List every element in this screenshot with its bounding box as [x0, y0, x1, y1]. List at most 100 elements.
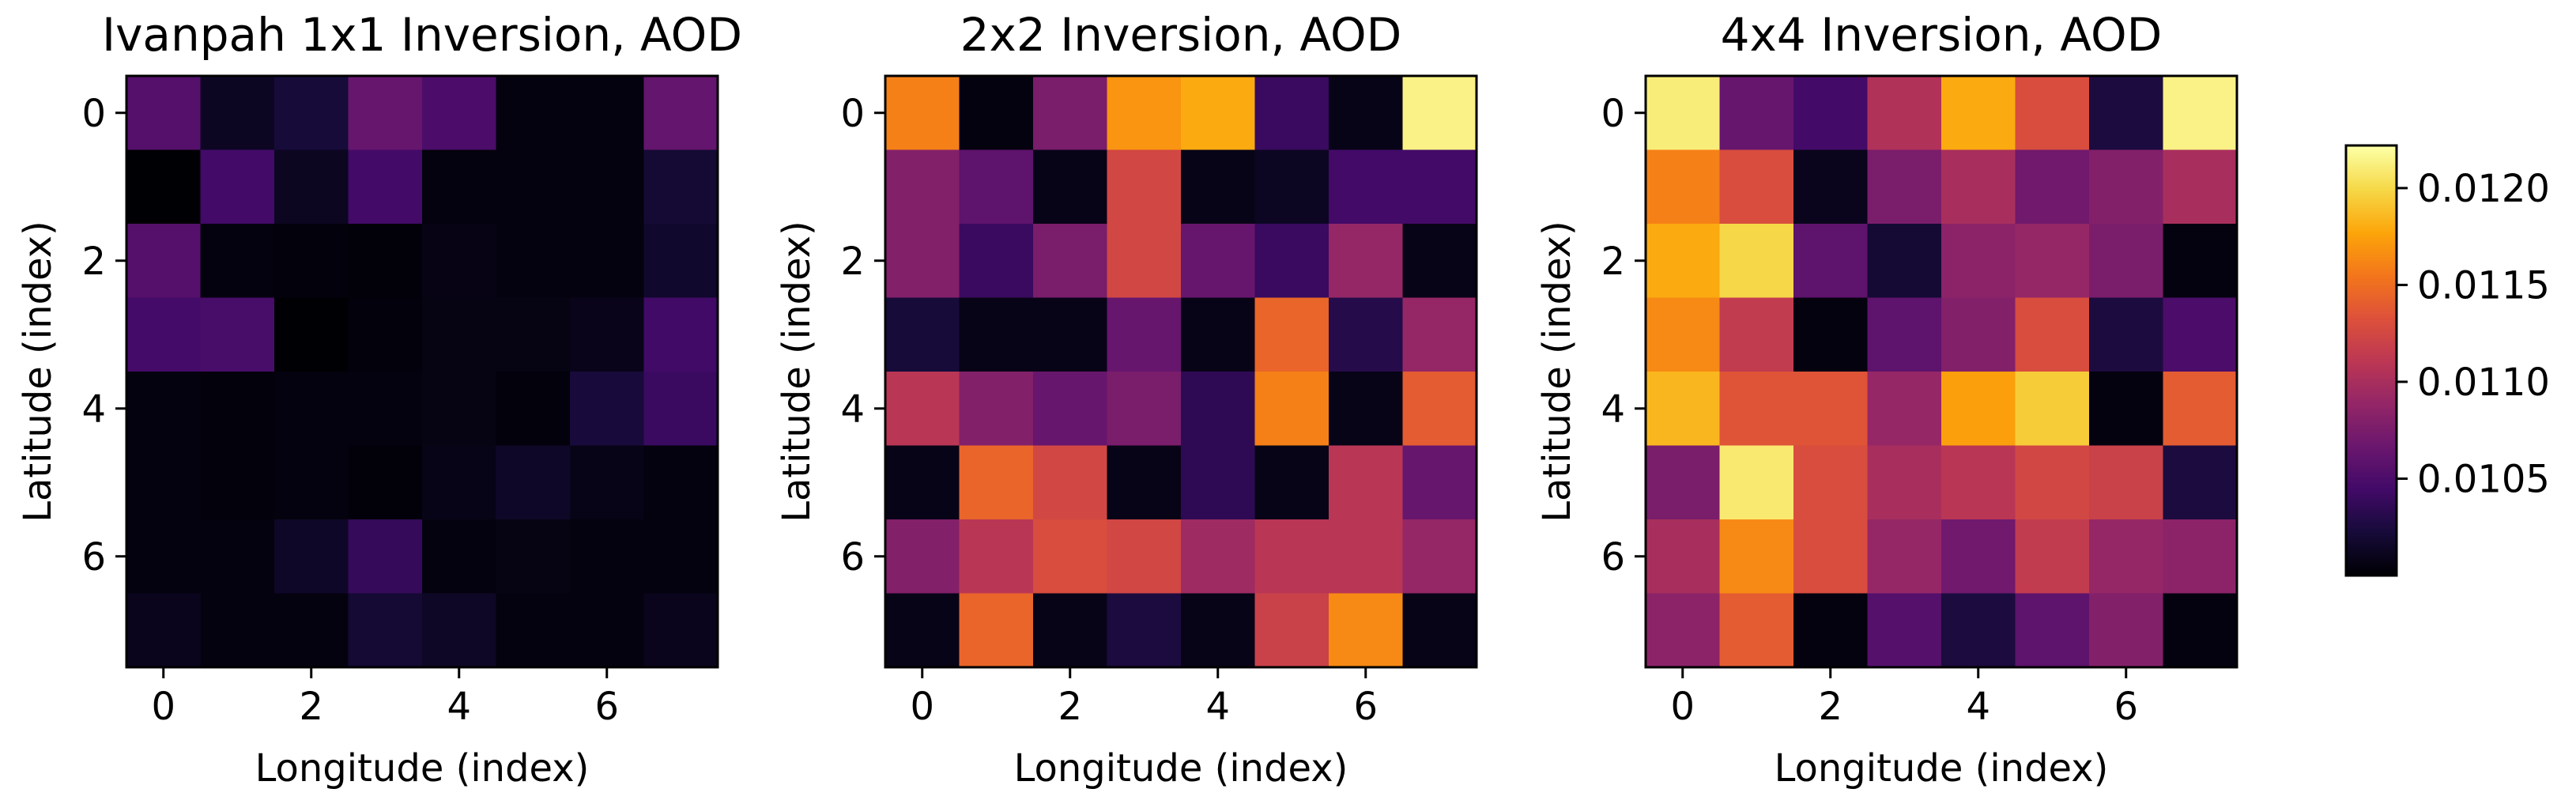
colorbar-segment	[2346, 341, 2397, 345]
colorbar-segment	[2346, 261, 2397, 265]
colorbar-segment	[2346, 500, 2397, 504]
colorbar-segment	[2346, 388, 2397, 391]
heatmap-cell	[200, 445, 275, 520]
heatmap-cell	[2015, 76, 2090, 151]
x-tick-label: 4	[447, 685, 471, 729]
heatmap-cell	[2089, 593, 2164, 668]
heatmap-cell	[2089, 372, 2164, 447]
heatmap-cell	[2163, 297, 2238, 372]
heatmap-cell	[1107, 149, 1182, 225]
colorbar-segment	[2346, 478, 2397, 482]
colorbar-segment	[2346, 167, 2397, 170]
heatmap-cell	[2089, 76, 2164, 151]
heatmap-cell	[643, 76, 718, 151]
heatmap-cell	[1402, 297, 1477, 372]
heatmap-cell	[643, 297, 718, 372]
colorbar-segment	[2346, 221, 2397, 224]
colorbar-segment	[2346, 433, 2397, 436]
colorbar-segment	[2346, 222, 2397, 226]
y-tick-label: 6	[1601, 535, 1625, 579]
x-tick-label: 6	[594, 685, 619, 729]
colorbar-segment	[2346, 442, 2397, 445]
colorbar-segment	[2346, 156, 2397, 160]
colorbar-segment	[2346, 338, 2397, 342]
colorbar-segment	[2346, 343, 2397, 346]
colorbar-segment	[2346, 289, 2397, 293]
colorbar-segment	[2346, 502, 2397, 506]
heatmap-cell	[1254, 149, 1329, 225]
colorbar-segment	[2346, 328, 2397, 331]
colorbar-segment	[2346, 545, 2397, 549]
colorbar-segment	[2346, 182, 2397, 185]
colorbar-segment	[2346, 278, 2397, 282]
y-tick-label: 0	[81, 92, 106, 136]
colorbar-segment	[2346, 549, 2397, 553]
heatmap-cell	[348, 224, 423, 299]
colorbar-segment	[2346, 168, 2397, 172]
heatmap-cell	[274, 372, 349, 447]
heatmap-cell	[1867, 445, 1942, 520]
heatmap-cell	[1719, 76, 1794, 151]
colorbar-segment	[2346, 436, 2397, 439]
heatmap-cell	[274, 519, 349, 595]
colorbar-segment	[2346, 274, 2397, 277]
colorbar-segment	[2346, 353, 2397, 357]
colorbar-segment	[2346, 364, 2397, 368]
colorbar-segment	[2346, 253, 2397, 256]
heatmap-cell	[1033, 149, 1108, 225]
colorbar-segment	[2346, 337, 2397, 340]
colorbar-segment	[2346, 236, 2397, 239]
heatmap-cell	[885, 445, 960, 520]
colorbar-segment	[2346, 571, 2397, 575]
colorbar-segment	[2346, 266, 2397, 269]
colorbar-segment	[2346, 448, 2397, 452]
colorbar-segment	[2346, 468, 2397, 471]
colorbar-segment	[2346, 255, 2397, 259]
colorbar-segment	[2346, 567, 2397, 570]
heatmap-cell	[643, 372, 718, 447]
colorbar-segment	[2346, 268, 2397, 271]
colorbar-segment	[2346, 307, 2397, 310]
heatmap-cell	[200, 149, 275, 225]
heatmap-cell	[570, 372, 645, 447]
heatmap-cell	[2163, 445, 2238, 520]
heatmap-cell	[2163, 224, 2238, 299]
x-tick-label: 2	[1818, 685, 1842, 729]
heatmap-cell	[2089, 297, 2164, 372]
colorbar-segment	[2346, 179, 2397, 183]
chart-title: Ivanpah 1x1 Inversion, AOD	[102, 8, 742, 62]
heatmap-cell	[126, 372, 202, 447]
heatmap-cell	[643, 224, 718, 299]
chart-title: 4x4 Inversion, AOD	[1721, 8, 2163, 62]
heatmap-cell	[200, 224, 275, 299]
colorbar-segment	[2346, 368, 2397, 372]
heatmap-cell	[959, 76, 1034, 151]
y-tick-label: 2	[840, 240, 865, 284]
heatmap-cell	[1402, 76, 1477, 151]
heatmap-cell	[1867, 297, 1942, 372]
colorbar-segment	[2346, 457, 2397, 460]
colorbar-segment	[2346, 367, 2397, 370]
y-tick-label: 2	[81, 240, 106, 284]
colorbar-segment	[2346, 242, 2397, 245]
heatmap-cell	[200, 297, 275, 372]
heatmap-cell	[2015, 149, 2090, 225]
colorbar-segment	[2346, 403, 2397, 406]
heatmap-cell	[643, 149, 718, 225]
colorbar-segment	[2346, 386, 2397, 390]
colorbar-segment	[2346, 330, 2397, 334]
x-tick-label: 0	[910, 685, 934, 729]
colorbar-segment	[2346, 191, 2397, 194]
colorbar-segment	[2346, 526, 2397, 529]
colorbar-segment	[2346, 192, 2397, 196]
heatmap-cell	[1402, 149, 1477, 225]
heatmap-cell	[1033, 372, 1108, 447]
colorbar-tick-label: 0.0120	[2417, 167, 2550, 211]
heatmap-cell	[570, 297, 645, 372]
colorbar-segment	[2346, 296, 2397, 299]
heatmap-cell	[1254, 519, 1329, 595]
colorbar-segment	[2346, 476, 2397, 480]
colorbar-segment	[2346, 391, 2397, 394]
colorbar-segment	[2346, 444, 2397, 447]
heatmap-cell	[1329, 593, 1404, 668]
